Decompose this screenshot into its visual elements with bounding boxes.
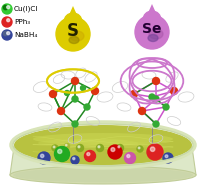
Circle shape — [71, 77, 78, 84]
Circle shape — [134, 15, 168, 49]
Polygon shape — [65, 6, 81, 24]
Circle shape — [148, 94, 154, 100]
Circle shape — [3, 5, 8, 10]
Circle shape — [86, 153, 89, 156]
Ellipse shape — [147, 35, 157, 42]
Circle shape — [2, 4, 12, 14]
Ellipse shape — [33, 133, 172, 145]
Circle shape — [146, 144, 162, 160]
Circle shape — [142, 11, 160, 29]
Circle shape — [84, 104, 90, 110]
Circle shape — [138, 147, 139, 149]
Circle shape — [2, 30, 12, 40]
Ellipse shape — [83, 142, 162, 148]
Circle shape — [52, 145, 58, 151]
Circle shape — [65, 144, 67, 146]
Circle shape — [72, 157, 75, 160]
Circle shape — [96, 145, 103, 152]
Circle shape — [84, 150, 95, 161]
Circle shape — [91, 88, 98, 94]
Circle shape — [53, 146, 55, 148]
Circle shape — [97, 146, 99, 148]
Circle shape — [71, 156, 79, 164]
Circle shape — [152, 121, 158, 127]
Circle shape — [126, 155, 129, 158]
Circle shape — [38, 152, 50, 164]
Circle shape — [116, 145, 123, 152]
Circle shape — [124, 153, 135, 163]
Ellipse shape — [70, 31, 84, 41]
Circle shape — [170, 88, 177, 94]
Circle shape — [64, 143, 69, 149]
Ellipse shape — [13, 167, 192, 183]
Circle shape — [152, 77, 159, 84]
Circle shape — [7, 32, 10, 35]
Ellipse shape — [38, 139, 137, 147]
Circle shape — [7, 6, 10, 9]
Circle shape — [3, 18, 8, 23]
Circle shape — [152, 96, 158, 102]
Ellipse shape — [148, 29, 162, 39]
Circle shape — [76, 145, 83, 152]
Ellipse shape — [10, 166, 195, 184]
Circle shape — [110, 148, 114, 152]
Polygon shape — [143, 4, 159, 22]
Circle shape — [40, 154, 44, 158]
Circle shape — [56, 17, 90, 51]
Circle shape — [108, 145, 121, 159]
Ellipse shape — [68, 139, 127, 143]
Circle shape — [57, 149, 62, 153]
Polygon shape — [10, 147, 195, 175]
Text: NaBH₄: NaBH₄ — [14, 32, 37, 38]
Ellipse shape — [14, 125, 191, 165]
Circle shape — [162, 153, 172, 163]
Circle shape — [57, 108, 64, 115]
Circle shape — [72, 121, 78, 127]
Text: Cu(I)Cl: Cu(I)Cl — [14, 6, 38, 12]
Circle shape — [64, 91, 69, 95]
Circle shape — [138, 108, 145, 115]
Circle shape — [7, 19, 10, 22]
Circle shape — [162, 104, 168, 110]
Circle shape — [78, 146, 80, 148]
Circle shape — [117, 146, 119, 148]
Circle shape — [3, 31, 8, 36]
Circle shape — [136, 146, 142, 152]
Ellipse shape — [69, 36, 79, 43]
Text: Se: Se — [142, 22, 161, 36]
Circle shape — [2, 17, 12, 27]
Circle shape — [64, 13, 82, 31]
Circle shape — [72, 96, 78, 102]
Circle shape — [49, 91, 56, 98]
Text: PPh₃: PPh₃ — [14, 19, 30, 25]
Circle shape — [80, 85, 85, 91]
Circle shape — [54, 146, 69, 161]
Text: S: S — [67, 22, 79, 40]
Circle shape — [150, 147, 154, 151]
Circle shape — [164, 155, 167, 158]
Circle shape — [130, 91, 137, 98]
